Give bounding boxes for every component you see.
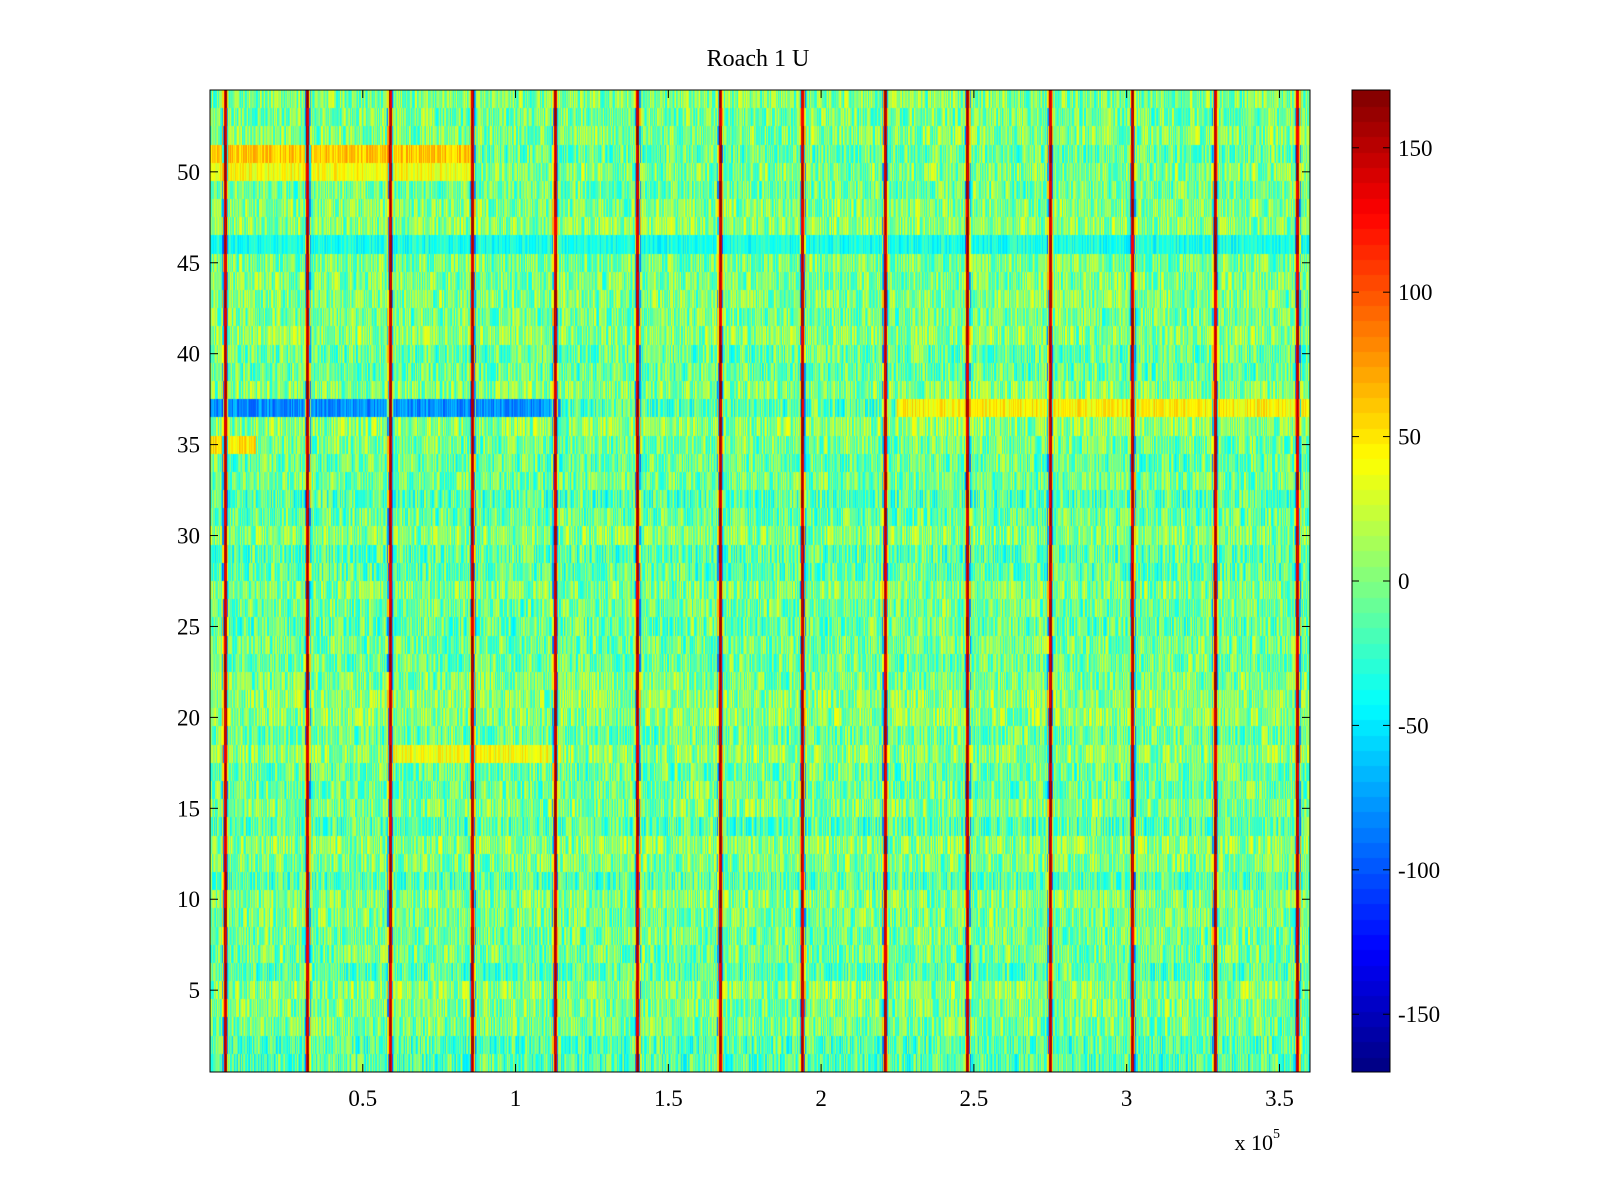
x-exponent-label: x 105 [1235,1127,1281,1155]
y-tick-label: 20 [177,705,200,730]
x-tick-label: 3 [1121,1086,1133,1111]
y-tick-label: 50 [177,160,200,185]
x-tick-label: 3.5 [1265,1086,1294,1111]
colorbar-tick-label: -100 [1398,858,1440,883]
colorbar-tick-label: 150 [1398,136,1433,161]
heatmap-image [210,90,1310,1072]
colorbar-tick-label: 100 [1398,280,1433,305]
y-tick-label: 5 [189,978,201,1003]
x-axis: 0.5 1 1.5 2 2.5 3 3.5 [348,90,1294,1111]
colorbar-tick-label: -150 [1398,1002,1440,1027]
y-axis: 5 10 15 20 25 30 35 40 45 50 [177,160,1310,1003]
x-tick-label: 2 [815,1086,827,1111]
y-tick-label: 40 [177,342,200,367]
x-exponent-power: 5 [1273,1127,1280,1142]
y-tick-label: 45 [177,251,200,276]
colorbar-tick-label: 50 [1398,425,1421,450]
chart-title: Roach 1 U [707,46,810,72]
y-tick-label: 10 [177,887,200,912]
y-tick-label: 25 [177,614,200,639]
plot-frame [209,89,1311,1073]
x-tick-label: 1.5 [654,1086,683,1111]
colorbar-tick-label: -50 [1398,713,1429,738]
colorbar-tick-label: 0 [1398,569,1410,594]
x-tick-label: 2.5 [960,1086,989,1111]
colorbar-axis: -150 -100 -50 0 50 100 150 [1352,136,1440,1027]
x-tick-label: 1 [510,1086,522,1111]
y-tick-label: 35 [177,433,200,458]
y-tick-label: 15 [177,796,200,821]
x-exponent-base: x 10 [1235,1130,1274,1155]
y-tick-label: 30 [177,524,200,549]
x-tick-label: 0.5 [348,1086,377,1111]
